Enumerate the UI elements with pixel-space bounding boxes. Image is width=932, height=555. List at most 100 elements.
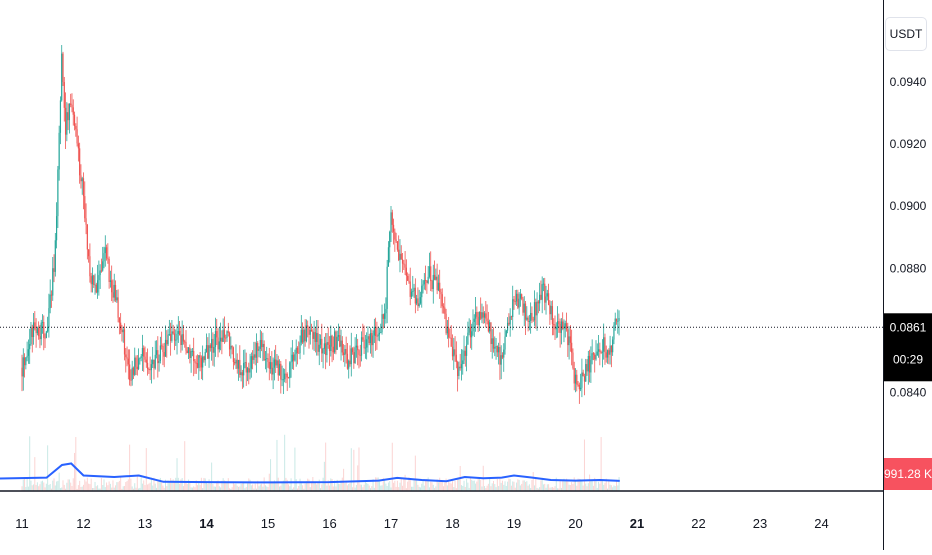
candle	[574, 368, 577, 393]
volume-bar	[267, 487, 269, 491]
volume-bar	[85, 481, 87, 491]
candle	[73, 111, 76, 131]
volume-bar	[118, 480, 120, 491]
currency-selector-button[interactable]: USDT	[885, 17, 927, 51]
candle	[403, 259, 405, 270]
volume-bar	[179, 483, 181, 491]
volume-bar	[129, 444, 131, 491]
candle	[553, 318, 555, 336]
candle	[595, 340, 597, 361]
volume-bar	[398, 487, 400, 491]
volume-bar	[264, 485, 266, 491]
candle	[468, 318, 470, 336]
x-tick-label: 18	[445, 516, 459, 531]
candle	[86, 223, 88, 260]
candle	[272, 357, 274, 390]
candle	[50, 290, 53, 308]
volume-bar	[393, 482, 395, 491]
candle	[202, 345, 204, 381]
volume-bar	[572, 484, 574, 491]
candle	[84, 181, 86, 223]
volume-bar	[109, 483, 111, 491]
candle	[576, 369, 578, 392]
volume-bar	[327, 480, 329, 491]
candle	[30, 321, 32, 346]
volume-bar	[230, 488, 232, 491]
volume-bar	[348, 484, 350, 491]
candle	[45, 330, 47, 339]
candle	[296, 346, 299, 365]
candle	[48, 293, 50, 338]
candle	[61, 45, 63, 102]
candle	[103, 246, 105, 269]
candle	[193, 337, 195, 377]
volume-bar	[386, 485, 388, 491]
volume-bar	[343, 468, 345, 491]
volume-bar	[494, 484, 496, 491]
candle	[550, 301, 552, 320]
candle	[439, 269, 441, 299]
candle	[390, 206, 392, 242]
candle	[102, 246, 104, 272]
candle	[526, 306, 528, 321]
candle	[195, 355, 197, 374]
volume-bar	[321, 484, 323, 491]
volume-bar	[66, 482, 68, 491]
volume-bar	[288, 484, 289, 491]
candle	[196, 354, 199, 369]
candle	[177, 316, 179, 343]
volume-bar	[276, 439, 278, 491]
candle	[304, 319, 306, 347]
volume-bar	[361, 484, 363, 491]
volume-bar	[604, 482, 606, 491]
candle	[72, 99, 74, 126]
volume-bar	[106, 482, 108, 491]
volume-bar	[39, 484, 41, 491]
volume-bar	[609, 484, 611, 491]
candle	[480, 297, 482, 321]
volume-bar	[371, 486, 373, 491]
candle	[44, 333, 46, 348]
candle	[212, 332, 214, 366]
candle	[485, 301, 487, 328]
x-axis-labels[interactable]: 11 12 13 14 15 16 17 18 19 20 21 22 23 24	[15, 516, 828, 531]
volume-bar	[199, 485, 201, 491]
volume-bar	[569, 485, 571, 491]
volume-bar	[460, 485, 462, 491]
volume-bar	[585, 483, 587, 491]
volume-bar	[31, 485, 33, 491]
volume-bar	[567, 480, 569, 491]
candle	[168, 319, 170, 336]
volume-bar	[89, 484, 91, 491]
x-tick-label: 15	[261, 516, 275, 531]
volume-bar	[255, 488, 257, 491]
candle	[240, 365, 242, 382]
volume-bar	[33, 484, 35, 491]
volume-bar	[607, 488, 609, 491]
candle	[181, 320, 183, 351]
candle	[331, 334, 333, 363]
volume-bar	[161, 480, 163, 491]
volume-bar	[305, 481, 307, 491]
volume-bar	[258, 486, 260, 491]
candle	[522, 296, 524, 316]
volume-bar	[136, 474, 138, 491]
volume-bar	[150, 477, 152, 491]
volume-bar	[408, 477, 410, 491]
volume-bar	[357, 465, 359, 491]
candle	[419, 291, 422, 305]
volume-bar	[469, 477, 471, 491]
candle	[145, 352, 147, 368]
candle	[182, 325, 185, 345]
volume-bar	[528, 484, 530, 491]
candle	[276, 354, 278, 368]
volume-bar	[241, 483, 243, 491]
candle	[75, 123, 77, 137]
candle	[487, 311, 489, 333]
volume-bar	[275, 483, 277, 491]
volume-bar	[70, 482, 72, 491]
candle	[481, 303, 483, 324]
candle	[107, 243, 109, 264]
